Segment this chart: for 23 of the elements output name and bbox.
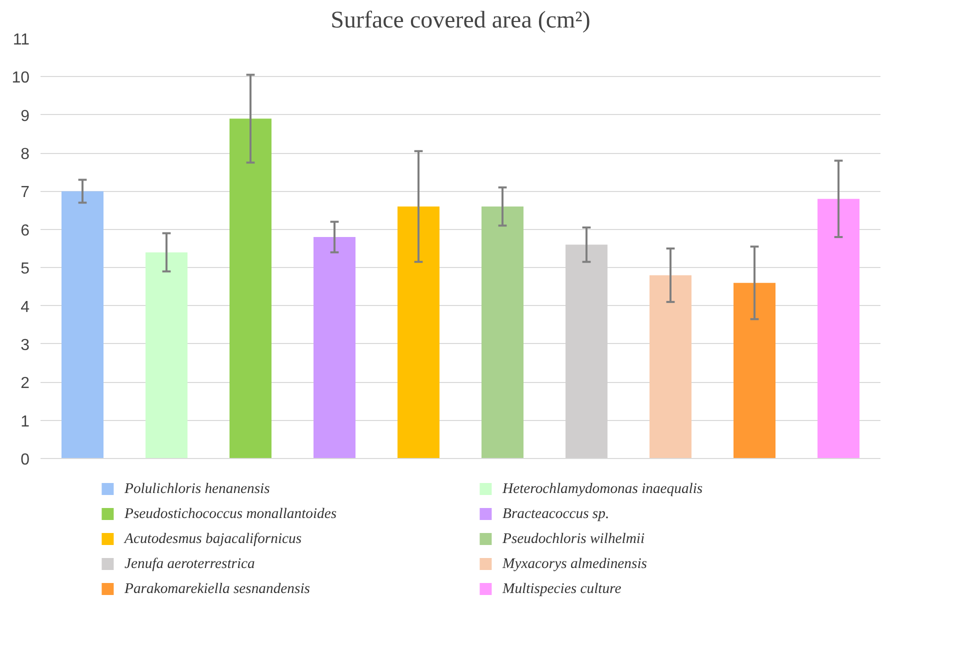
legend-label: Jenufa aeroterrestrica xyxy=(124,556,255,572)
y-tick-label: 4 xyxy=(20,298,30,316)
legend-label: Multispecies culture xyxy=(502,581,622,597)
legend-label: Myxacorys almedinensis xyxy=(502,556,648,572)
y-tick-label: 9 xyxy=(20,108,30,125)
legend-label: Acutodesmus bajacalifornicus xyxy=(124,531,302,547)
legend-label: Polulichloris henanensis xyxy=(124,481,270,497)
y-tick-label: 10 xyxy=(12,70,30,87)
y-tick-label: 0 xyxy=(20,452,30,468)
y-tick-label: 6 xyxy=(20,222,30,240)
y-tick-label: 1 xyxy=(20,413,30,430)
y-tick-label: 7 xyxy=(20,184,30,202)
y-tick-label: 2 xyxy=(20,375,30,392)
legend-label: Pseudochloris wilhelmii xyxy=(502,531,645,547)
legend-label: Bracteacoccus sp. xyxy=(502,506,610,522)
legend-label: Parakomarekiella sesnandensis xyxy=(124,581,310,597)
legend-label: Heterochlamydomonas inaequalis xyxy=(502,481,703,497)
y-tick-label: 8 xyxy=(20,146,30,164)
legend-label: Pseudostichococcus monallantoides xyxy=(124,506,337,522)
chart-title: Surface covered area (cm²) xyxy=(330,8,590,34)
y-tick-label: 5 xyxy=(20,260,30,278)
y-tick-label: 11 xyxy=(12,32,30,48)
y-tick-label: 3 xyxy=(20,336,30,354)
